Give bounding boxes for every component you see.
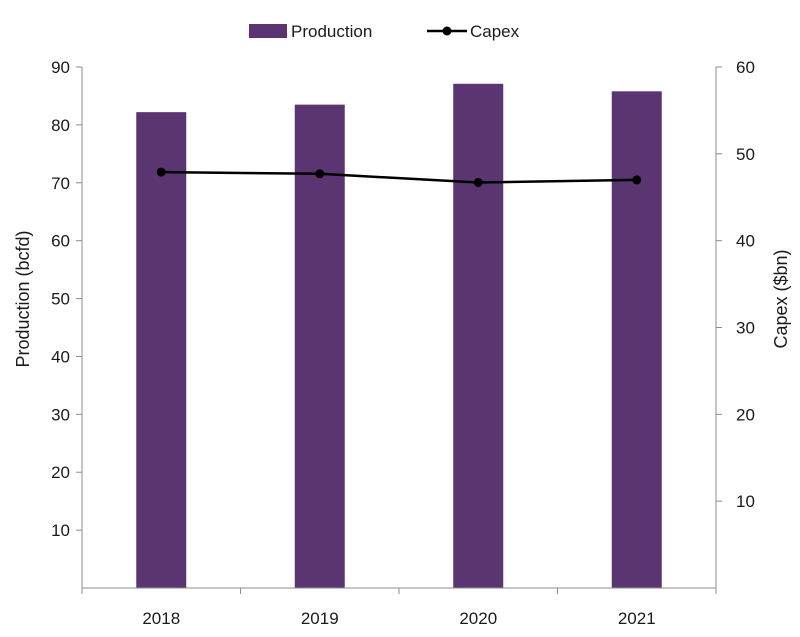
- y-tick-label-50: 50: [51, 290, 70, 309]
- y-tick-label-90: 90: [51, 58, 70, 77]
- legend-capex-label: Capex: [470, 22, 520, 41]
- capex-point-2019: [315, 169, 325, 179]
- y-tick-label-20: 20: [51, 463, 70, 482]
- production-bars: [136, 83, 662, 589]
- y-tick-label-60: 60: [51, 232, 70, 251]
- y-tick-label-70: 70: [51, 174, 70, 193]
- y-tick-label-40: 40: [51, 347, 70, 366]
- capex-line-series: [156, 167, 642, 187]
- x-tick-label-2018: 2018: [142, 609, 180, 628]
- production-bar-2018: [136, 112, 187, 589]
- x-tick-label-2019: 2019: [301, 609, 339, 628]
- legend-capex-swatch-marker: [442, 26, 452, 36]
- y-axis-title: Production (bcfd): [13, 230, 33, 367]
- x-tick-label-2020: 2020: [459, 609, 497, 628]
- legend-production-label: Production: [291, 22, 372, 41]
- y2-tick-label-30: 30: [736, 319, 755, 338]
- y2-tick-label-40: 40: [736, 232, 755, 251]
- capex-point-2021: [632, 175, 642, 185]
- y2-axis-title: Capex ($bn): [771, 249, 791, 348]
- y-tick-label-80: 80: [51, 116, 70, 135]
- capex-point-2020: [473, 177, 483, 187]
- capex-line: [161, 170, 637, 184]
- y2-tick-label-10: 10: [736, 492, 755, 511]
- y-tick-label-10: 10: [51, 521, 70, 540]
- y-tick-label-30: 30: [51, 405, 70, 424]
- production-bar-2020: [453, 83, 504, 588]
- y2-tick-label-20: 20: [736, 405, 755, 424]
- legend: Production Capex: [249, 22, 520, 41]
- axes: 10 20 30 40 50 60 70 80 90 10 20 30 40 50 60 2018 2019 20…: [51, 58, 755, 628]
- production-bar-2021: [611, 91, 662, 589]
- y2-tick-label-50: 50: [736, 145, 755, 164]
- capex-point-2018: [156, 167, 166, 177]
- x-tick-label-2021: 2021: [618, 609, 656, 628]
- y2-tick-label-60: 60: [736, 58, 755, 77]
- production-bar-2019: [294, 104, 345, 588]
- legend-production-swatch: [249, 24, 287, 38]
